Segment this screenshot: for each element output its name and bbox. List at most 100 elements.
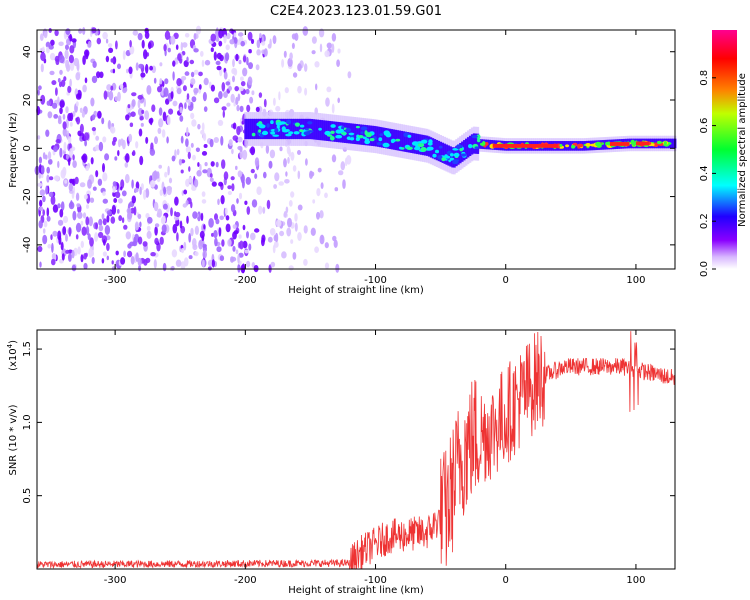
ridge-band [353,123,357,145]
ridge-band [371,125,374,146]
spectrogram-speckle [324,262,330,270]
spectrogram-speckle [190,71,195,78]
ridge-blob [417,143,425,148]
spectrogram-speckle [183,241,187,251]
spectrogram-speckle [90,157,94,165]
spectrogram-speckle [113,198,118,203]
spectrogram-speckle [319,210,324,219]
spectrogram-speckle [263,48,268,57]
x-tick-label: -300 [104,275,127,286]
spectrogram-speckle [303,225,308,234]
y-tick-label: -40 [22,237,33,253]
spectrogram-speckle [258,205,263,215]
spectrogram-speckle [202,169,208,174]
ridge-band [672,138,675,149]
ridge-blob [376,142,380,145]
spectrogram-speckle [103,239,106,246]
spectrogram-speckle [186,93,190,100]
ridge-band [295,118,298,140]
ridge-blob [349,137,355,141]
ridge-band [433,139,437,160]
spectrogram-speckle [43,31,48,39]
spectrogram-speckle [218,91,223,100]
spectrogram-speckle [237,170,243,178]
spectrogram-speckle [87,40,92,48]
spectrogram-speckle [99,71,104,79]
spectrogram-speckle [48,44,54,50]
spectrogram-speckle [107,43,113,48]
spectrogram-speckle [91,114,96,121]
ridge-band [322,120,325,141]
spectrogram-speckle [221,82,226,92]
spectrogram-speckle [164,171,168,178]
spectrogram-speckle [288,148,291,157]
ridge-band [410,132,413,154]
spectrogram-speckle [53,145,58,152]
spectrogram-speckle [81,155,87,161]
spectrogram-speckle [203,106,208,112]
spectrogram-speckle [193,87,199,94]
spectrogram-speckle [337,97,341,104]
x-tick-label: 100 [626,275,645,286]
spectrogram-speckle [127,243,132,249]
spectrogram-speckle [137,213,142,219]
spectrogram-speckle [305,158,308,166]
spectrogram-speckle [251,199,258,208]
spectrogram-speckle [77,130,82,137]
spectrogram-speckle [69,78,72,88]
spectrogram-speckle [215,161,219,168]
spectrogram-speckle [221,106,227,111]
spectrogram-speckle [59,147,63,158]
spectrogram-speckle [128,66,133,75]
spectrogram-speckle [340,161,346,171]
spectrogram-speckle [186,56,189,63]
ridge-band [406,131,409,153]
spectrogram-speckle [331,43,335,53]
spectrogram-speckle [231,183,235,192]
ridge-band [461,141,464,162]
spectrogram-speckle [117,91,121,102]
spectrogram-speckle [114,191,121,199]
spectrogram-speckle [37,89,40,96]
ridge-blob [305,128,309,131]
spectrogram-speckle [145,136,149,144]
spectrogram-speckle [130,111,136,117]
spectrogram-speckle [235,165,238,170]
spectrogram-speckle [146,230,152,239]
spectrogram-speckle [125,231,131,240]
spectrogram-speckle [227,185,232,190]
spectrogram-speckle [225,215,230,221]
spectrogram-speckle [120,186,123,191]
spectrogram-speckle [335,263,340,273]
ridge-blob [663,141,667,146]
spectrogram-speckle [96,71,101,79]
ridge-blob [382,142,390,148]
spectrogram-speckle [128,133,133,143]
ridge-band [355,123,359,145]
ridge-band [402,131,405,152]
spectrogram-speckle [273,241,279,248]
spectrogram-speckle [235,249,239,255]
spectrogram-speckle [292,165,297,172]
spectrogram-speckle [170,35,176,45]
spectrogram-speckle [202,250,207,259]
spectrogram-speckle [201,122,205,132]
spectrogram-speckle [284,179,290,184]
spectrogram-speckle [242,55,247,63]
spectrogram-speckle [121,217,125,224]
spectrogram-speckle [82,84,87,93]
spectrogram-speckle [110,85,114,91]
spectrogram-speckle [180,169,184,174]
spectrogram-speckle [190,78,196,85]
spectrogram-speckle [144,31,150,39]
spectrogram-speckle [68,54,74,64]
spectrogram-speckle [179,106,183,114]
spectrogram-speckle [111,204,117,215]
spectrogram-speckle [83,132,90,141]
spectrogram-speckle [163,186,167,195]
spectrogram-speckle [108,47,114,53]
ridge-band [254,118,257,140]
snr-x-ticks: -300 -200 -100 0 100 [104,330,645,586]
ridge-band [582,141,585,151]
ridge-blob [598,143,602,148]
